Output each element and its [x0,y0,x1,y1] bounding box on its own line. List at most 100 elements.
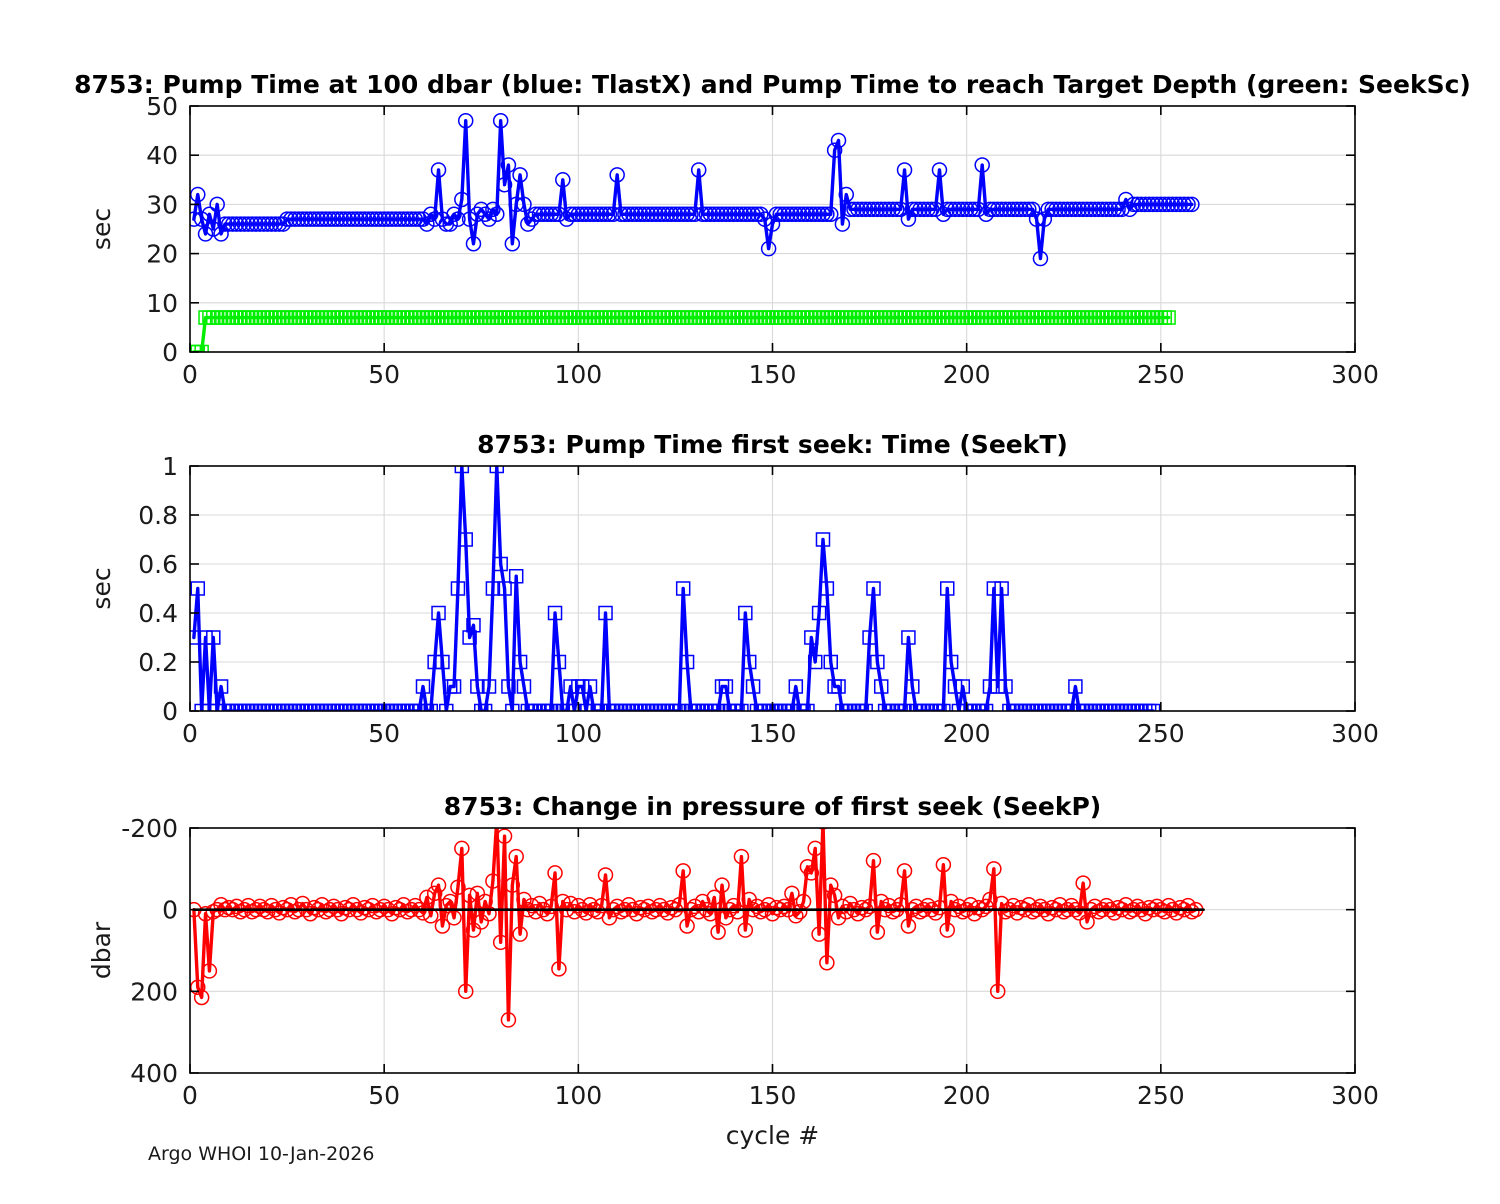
data-point-marker [982,679,998,694]
data-point-marker [473,914,489,930]
data-point-marker [811,605,827,621]
data-point-marker [322,211,338,227]
data-point-marker [804,630,819,645]
data-point-marker [958,201,975,218]
data-point-marker [504,236,521,252]
data-point-marker [423,703,439,711]
data-point-marker [1064,703,1079,711]
data-point-marker [256,216,272,232]
data-point-marker [562,206,579,222]
axis-ticks-3: 0 50 100 150 200 250 300 -200 0 200 400 [121,814,1379,1110]
data-point-marker [640,206,656,222]
data-point-marker [582,206,598,222]
data-point-marker [613,206,629,222]
x-axis-label-3: cycle # [726,1121,820,1150]
data-point-marker [854,201,870,218]
data-point-marker [667,206,684,222]
xtick-label: 150 [749,360,797,389]
data-point-marker [454,840,470,857]
data-point-marker [947,201,963,218]
data-point-marker [582,679,598,694]
data-point-marker [889,201,905,218]
data-point-marker [675,863,691,879]
data-point-marker [337,211,354,227]
data-point-marker [776,206,792,222]
xtick-label: 250 [1137,719,1185,748]
data-point-marker [450,211,466,227]
data-point-marker [298,211,315,227]
data-point-marker [908,201,924,218]
data-point-marker [240,216,256,232]
data-point-marker [477,703,493,711]
data-point-marker [989,983,1006,1000]
data-point-marker [1149,898,1165,915]
data-point-marker [675,206,691,222]
data-point-marker [213,679,229,694]
data-point-marker [1106,905,1122,921]
data-point-marker [842,201,858,218]
data-point-marker [788,206,804,222]
data-point-marker [866,581,881,596]
data-point-marker [201,206,218,222]
data-point-marker [1166,0,1179,13]
xtick-label: 300 [1331,1081,1379,1110]
data-point-marker [1087,898,1103,915]
plot-title-3: 8753: Change in pressure of first seek (… [444,792,1101,821]
data-point-marker [341,211,357,227]
data-point-marker [574,206,590,222]
data-point-marker [811,206,827,222]
data-point-marker [621,897,637,913]
data-point-marker [465,236,482,252]
data-point-marker [962,201,979,218]
data-point-marker [652,206,668,222]
data-point-marker [461,887,478,904]
data-point-marker [570,206,587,222]
data-point-marker [1129,196,1146,213]
data-point-marker [636,206,653,222]
data-point-marker [306,211,323,227]
data-point-marker [927,201,944,218]
series-line-tlastx [192,119,1194,261]
data-point-marker [738,605,753,621]
data-point-marker [415,905,431,921]
data-point-marker [892,201,909,218]
data-point-marker [485,873,501,889]
data-point-marker [862,630,877,645]
data-point-marker [873,679,889,694]
data-point-marker [1162,0,1175,13]
data-point-marker [1083,201,1099,218]
data-point-marker [737,922,754,938]
data-point-marker [834,898,851,915]
data-point-marker [997,201,1014,218]
data-point-marker [725,206,742,222]
data-point-marker [1075,201,1091,218]
data-point-marker [955,679,971,694]
data-point-marker [574,679,590,694]
ytick-label: 1 [162,452,178,481]
data-point-marker [1193,0,1207,7]
data-point-marker [1185,0,1198,13]
data-point-marker [885,201,901,218]
data-point-marker [190,211,202,227]
data-point-marker [1017,201,1033,218]
data-point-marker [263,216,280,232]
data-point-marker [567,703,582,711]
data-point-marker [1052,201,1068,218]
data-point-marker [1094,201,1111,218]
data-point-marker [982,891,998,908]
data-point-marker [403,211,420,227]
data-point-marker [1024,201,1041,218]
data-point-marker [803,865,820,881]
data-point-marker [896,863,913,879]
data-point-marker [454,191,470,208]
data-point-marker [1063,201,1080,218]
data-point-marker [481,906,497,922]
data-point-marker [1021,201,1037,218]
data-point-marker [986,581,1002,596]
data-point-marker [209,703,225,711]
data-point-marker [438,897,455,914]
data-point-marker [1032,250,1049,267]
xtick-label: 250 [1137,1081,1185,1110]
